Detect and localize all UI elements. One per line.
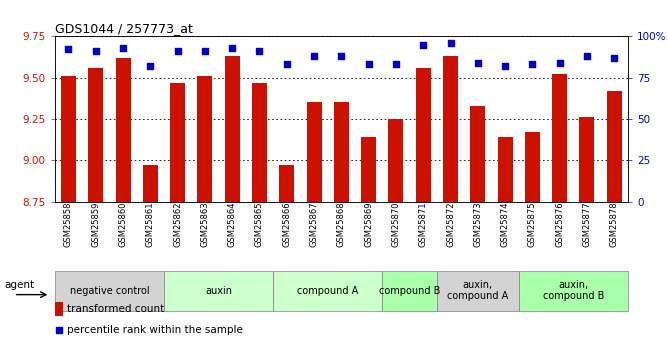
Text: transformed count: transformed count (67, 304, 164, 314)
Bar (552, 74, 567, 202)
Text: GDS1044 / 257773_at: GDS1044 / 257773_at (55, 22, 192, 35)
Point (609, 55, 620, 60)
Text: auxin,
compound B: auxin, compound B (542, 280, 604, 302)
Text: GSM25858: GSM25858 (64, 202, 73, 247)
Text: GSM25866: GSM25866 (283, 202, 291, 247)
Point (418, 42, 429, 47)
Text: GSM25864: GSM25864 (228, 202, 236, 247)
Bar (197, 76, 212, 202)
Bar (334, 102, 349, 202)
Bar (279, 165, 295, 202)
Point (281, 62, 292, 67)
Text: GSM25859: GSM25859 (92, 202, 100, 247)
Bar (361, 137, 376, 202)
Point (90, 48, 101, 54)
Point (445, 40, 456, 46)
Bar (61, 76, 76, 202)
Point (336, 53, 347, 59)
Bar (252, 82, 267, 202)
Bar (579, 117, 595, 202)
Bar (224, 56, 240, 202)
Text: GSM25865: GSM25865 (255, 202, 264, 247)
Text: GSM25877: GSM25877 (582, 202, 591, 247)
Point (200, 48, 210, 54)
Point (309, 53, 319, 59)
Text: negative control: negative control (69, 286, 149, 296)
Point (172, 48, 183, 54)
Text: compound B: compound B (379, 286, 440, 296)
Bar (443, 56, 458, 202)
Bar (415, 68, 431, 202)
Text: GSM25873: GSM25873 (474, 202, 482, 247)
Point (145, 63, 156, 69)
Bar (88, 68, 104, 202)
Bar (164, 271, 273, 310)
Point (500, 63, 510, 69)
Point (63, 47, 73, 52)
Bar (470, 106, 486, 202)
Text: GSM25872: GSM25872 (446, 202, 455, 247)
Point (227, 45, 238, 51)
Bar (55, 271, 164, 310)
Text: GSM25871: GSM25871 (419, 202, 428, 247)
Bar (498, 137, 512, 202)
Text: GSM25878: GSM25878 (610, 202, 619, 247)
Text: GSM25863: GSM25863 (200, 202, 209, 247)
Bar (437, 271, 519, 310)
Bar (55, 302, 63, 316)
Text: compound A: compound A (297, 286, 358, 296)
Text: GSM25860: GSM25860 (118, 202, 128, 247)
Point (472, 60, 483, 66)
Text: percentile rank within the sample: percentile rank within the sample (67, 325, 242, 335)
Point (391, 62, 401, 67)
Text: GSM25867: GSM25867 (309, 202, 319, 247)
Text: agent: agent (5, 280, 35, 290)
Point (118, 45, 128, 51)
Text: GSM25870: GSM25870 (391, 202, 400, 247)
Text: GSM25869: GSM25869 (364, 202, 373, 247)
Bar (382, 271, 437, 310)
Bar (170, 82, 185, 202)
Bar (273, 271, 382, 310)
Point (582, 53, 593, 59)
Text: GSM25874: GSM25874 (500, 202, 510, 247)
Text: GSM25861: GSM25861 (146, 202, 155, 247)
Text: GSM25876: GSM25876 (555, 202, 564, 247)
Point (363, 62, 374, 67)
Bar (116, 58, 130, 202)
Point (554, 60, 565, 66)
Bar (388, 119, 403, 202)
Point (527, 62, 538, 67)
Text: auxin: auxin (205, 286, 232, 296)
Text: GSM25868: GSM25868 (337, 202, 346, 247)
Text: GSM25862: GSM25862 (173, 202, 182, 247)
Bar (525, 132, 540, 202)
Bar (307, 102, 321, 202)
Bar (607, 91, 622, 202)
Bar (143, 165, 158, 202)
Point (254, 48, 265, 54)
Text: auxin,
compound A: auxin, compound A (447, 280, 508, 302)
Text: GSM25875: GSM25875 (528, 202, 537, 247)
Bar (519, 271, 628, 310)
